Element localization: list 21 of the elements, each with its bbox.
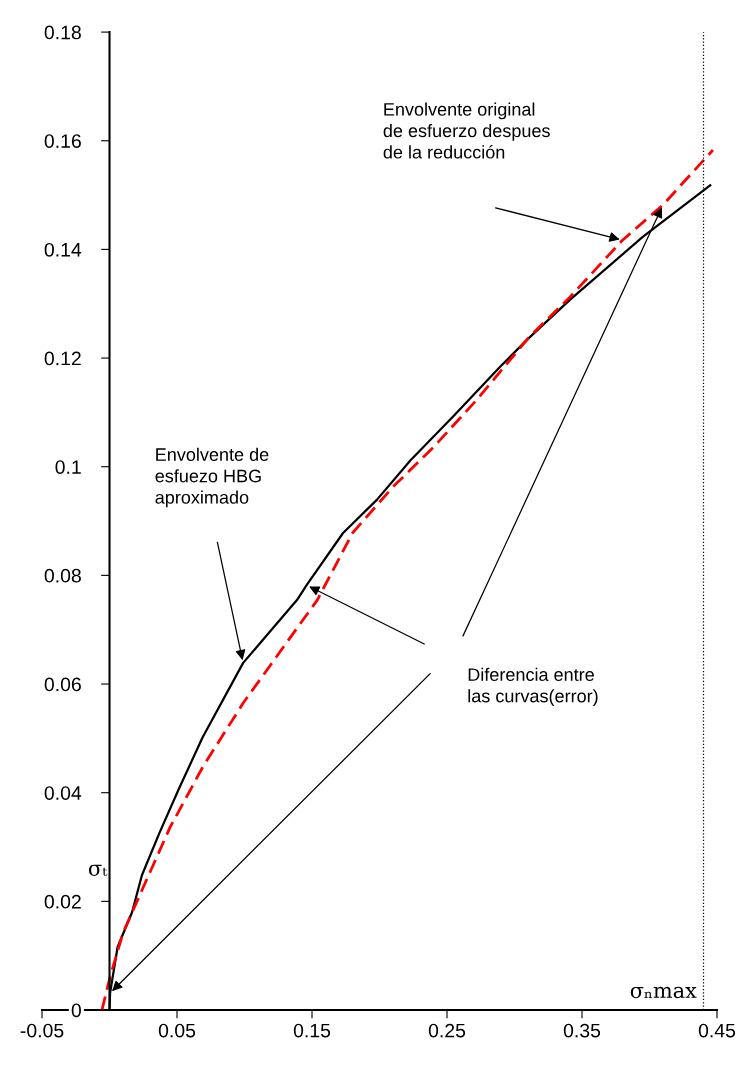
x-tick-label: 0.25 [428,1023,466,1038]
y-tick-label: 0.1 [55,460,81,474]
x-tick-label: 0.35 [563,1023,601,1038]
y-tick-label: 0.04 [44,786,82,800]
y-tick-label: 0.12 [44,351,81,366]
ref-line-label: σₙmax [630,986,697,999]
y-tick-label: 0 [71,1003,81,1018]
x-tick-label: 0.45 [698,1023,736,1038]
y-tick-label: 0.06 [44,677,81,692]
annotation: Diferencia entre las curvas(error) [468,667,598,706]
y-tick-label: 0.16 [44,134,81,148]
x-tick-label: -0.05 [20,1023,64,1038]
y-tick-label: 0.18 [44,25,81,40]
annotation: Envolvente de esfuezo HBG aproximado [155,447,269,508]
y-tick-label: 0.02 [44,894,81,909]
annotation: Envolvente original de esfuerzo despues de la reducción [383,102,550,159]
y-axis-title: σₜ [88,864,108,876]
y-tick-label: 0.14 [44,242,82,257]
x-tick-label: 0.05 [158,1023,196,1038]
x-tick-label: 0.15 [293,1023,331,1038]
y-tick-label: 0.08 [44,568,81,583]
